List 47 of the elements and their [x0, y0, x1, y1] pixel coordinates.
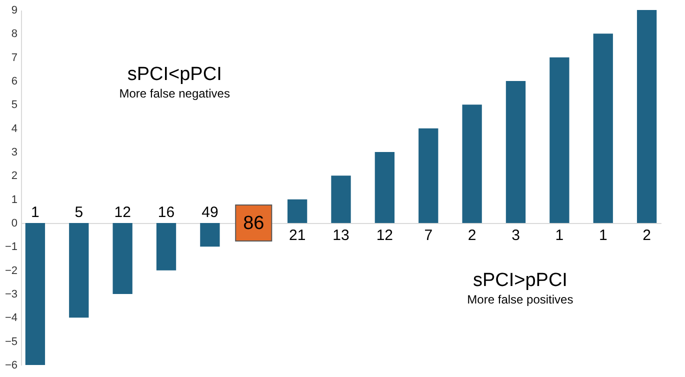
x-tick-label: 3 [512, 227, 520, 244]
bar [25, 223, 46, 365]
annotation: sPCI<pPCI [127, 64, 222, 85]
y-tick-label: −3 [4, 288, 18, 300]
x-tick-label: 1 [555, 227, 564, 244]
y-tick-label: 3 [11, 146, 18, 158]
y-tick-label: 6 [11, 76, 18, 88]
x-tick-label: 21 [288, 227, 306, 244]
y-tick-label: 9 [11, 4, 18, 16]
bar [418, 128, 438, 223]
x-tick-label: 86 [243, 213, 264, 234]
bar [331, 176, 351, 223]
y-tick-label: 7 [11, 52, 18, 64]
x-tick-label: 12 [376, 227, 394, 244]
y-tick-label: −6 [4, 360, 18, 372]
x-tick-label: 1 [598, 227, 608, 244]
annotation: More false positives [467, 292, 574, 306]
x-tick-label: 13 [332, 227, 350, 244]
y-tick-label: 0 [11, 218, 18, 230]
y-tick-label: −2 [4, 264, 18, 277]
bar [287, 199, 308, 223]
bar [506, 81, 526, 223]
y-tick-label: −5 [4, 336, 18, 348]
x-tick-label: 49 [202, 204, 218, 221]
x-tick-label: 5 [74, 204, 84, 221]
x-tick-label: 2 [468, 227, 476, 244]
x-tick-label: 12 [114, 204, 131, 221]
bar [550, 57, 570, 223]
y-tick-label: −4 [4, 312, 18, 324]
bar [462, 104, 482, 223]
annotation: sPCI>pPCI [472, 270, 568, 291]
bar [156, 223, 176, 270]
x-tick-label: 16 [158, 204, 175, 221]
bar [200, 223, 220, 247]
y-tick-label: 4 [11, 122, 18, 135]
y-tick-label: −1 [4, 241, 18, 254]
y-tick-label: 2 [11, 170, 18, 182]
x-tick-label: 2 [642, 227, 651, 244]
x-tick-label: 7 [424, 227, 433, 244]
bar [374, 152, 395, 223]
bar [69, 223, 89, 318]
bar [636, 10, 657, 223]
y-tick-label: 8 [11, 28, 18, 40]
y-tick-label: 5 [11, 99, 18, 112]
bar [593, 34, 613, 223]
annotation: More false negatives [119, 86, 230, 100]
bar [112, 223, 132, 294]
